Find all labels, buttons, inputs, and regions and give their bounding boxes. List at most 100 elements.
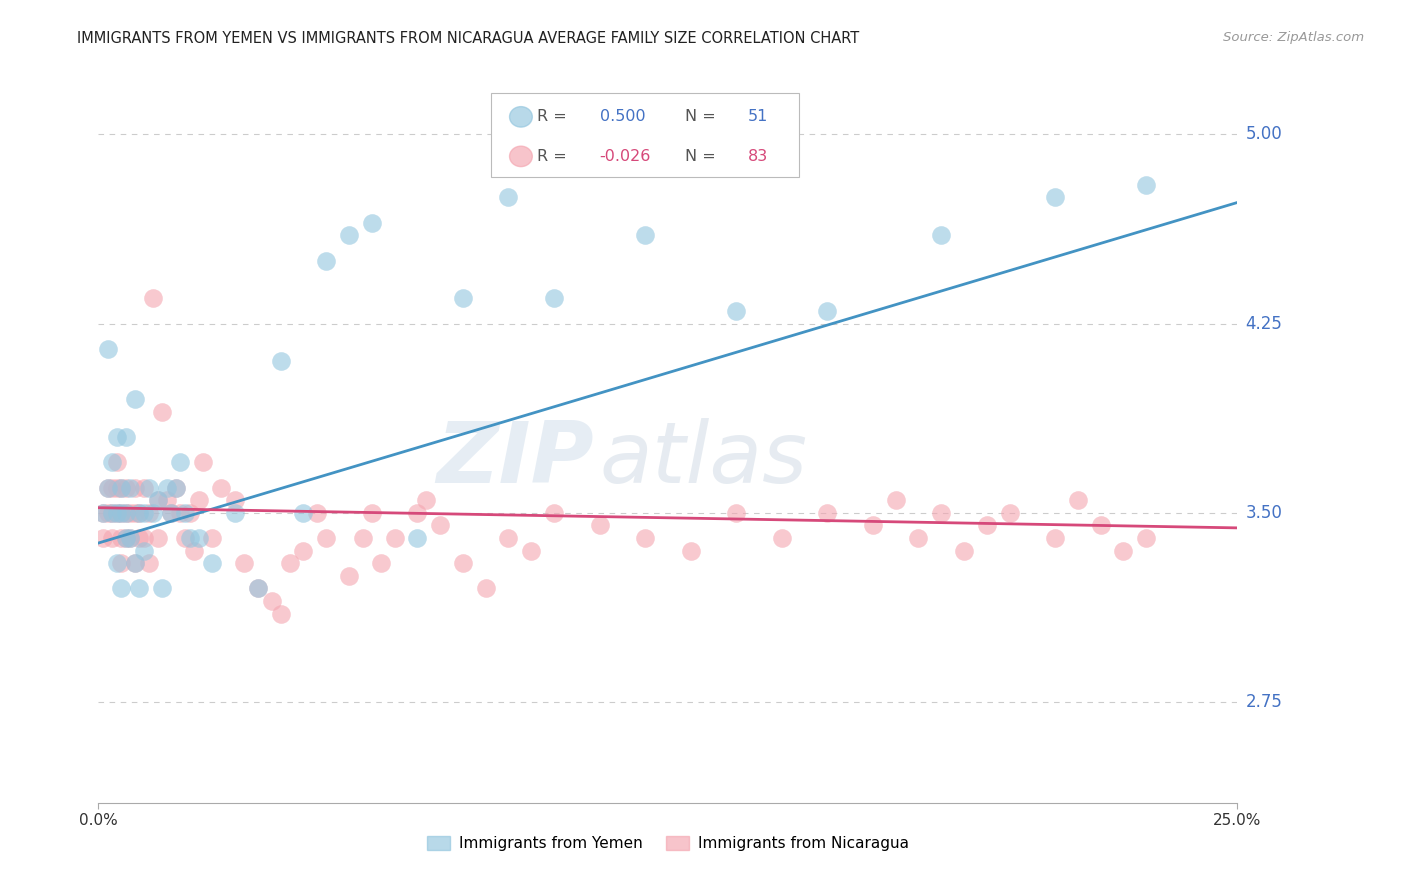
- Point: [124, 506, 146, 520]
- Text: ZIP: ZIP: [436, 417, 593, 500]
- Point: [187, 493, 209, 508]
- Point: [156, 493, 179, 508]
- Point: [110, 481, 132, 495]
- Text: 51: 51: [748, 110, 768, 124]
- Point: [224, 493, 246, 508]
- Point: [352, 531, 374, 545]
- Point: [138, 506, 160, 520]
- Point: [187, 531, 209, 545]
- Point: [150, 582, 173, 596]
- Point: [451, 291, 474, 305]
- Point: [201, 556, 224, 570]
- Point: [146, 531, 169, 545]
- Point: [634, 531, 657, 545]
- Point: [179, 531, 201, 545]
- Point: [183, 543, 205, 558]
- Text: R =: R =: [537, 149, 572, 164]
- Point: [370, 556, 392, 570]
- Point: [128, 506, 150, 520]
- Point: [246, 582, 269, 596]
- Point: [193, 455, 215, 469]
- Text: N =: N =: [685, 110, 721, 124]
- Point: [128, 582, 150, 596]
- Point: [384, 531, 406, 545]
- Point: [337, 569, 360, 583]
- Point: [953, 543, 976, 558]
- Point: [307, 506, 329, 520]
- Point: [142, 506, 165, 520]
- Point: [110, 506, 132, 520]
- Text: N =: N =: [685, 149, 721, 164]
- Point: [91, 506, 114, 520]
- Text: IMMIGRANTS FROM YEMEN VS IMMIGRANTS FROM NICARAGUA AVERAGE FAMILY SIZE CORRELATI: IMMIGRANTS FROM YEMEN VS IMMIGRANTS FROM…: [77, 31, 859, 46]
- Point: [132, 481, 155, 495]
- Point: [998, 506, 1021, 520]
- Point: [929, 506, 952, 520]
- Point: [120, 506, 142, 520]
- Ellipse shape: [509, 107, 533, 127]
- Point: [1090, 518, 1112, 533]
- Point: [360, 216, 382, 230]
- Point: [101, 506, 124, 520]
- Point: [907, 531, 929, 545]
- Point: [114, 531, 136, 545]
- Point: [91, 531, 114, 545]
- Point: [110, 531, 132, 545]
- Point: [725, 506, 748, 520]
- Point: [114, 430, 136, 444]
- Point: [474, 582, 496, 596]
- Point: [142, 291, 165, 305]
- Text: 0.500: 0.500: [599, 110, 645, 124]
- Text: atlas: atlas: [599, 417, 807, 500]
- Point: [725, 304, 748, 318]
- Point: [1135, 178, 1157, 192]
- Point: [96, 506, 118, 520]
- Text: -0.026: -0.026: [599, 149, 651, 164]
- Point: [120, 531, 142, 545]
- Point: [110, 506, 132, 520]
- Point: [138, 556, 160, 570]
- Point: [406, 531, 429, 545]
- Point: [270, 607, 292, 621]
- Point: [96, 481, 118, 495]
- Text: 5.00: 5.00: [1246, 126, 1282, 144]
- Point: [124, 392, 146, 407]
- Point: [1043, 190, 1066, 204]
- Point: [174, 531, 197, 545]
- Point: [498, 531, 520, 545]
- Point: [174, 506, 197, 520]
- Point: [105, 556, 128, 570]
- Point: [209, 481, 232, 495]
- Point: [588, 518, 610, 533]
- Point: [292, 506, 315, 520]
- Point: [105, 506, 128, 520]
- Point: [406, 506, 429, 520]
- Point: [270, 354, 292, 368]
- Point: [246, 582, 269, 596]
- Point: [315, 531, 337, 545]
- Point: [114, 506, 136, 520]
- Point: [360, 506, 382, 520]
- Point: [132, 543, 155, 558]
- Text: Source: ZipAtlas.com: Source: ZipAtlas.com: [1223, 31, 1364, 45]
- Point: [114, 506, 136, 520]
- Point: [415, 493, 437, 508]
- Point: [114, 531, 136, 545]
- Point: [770, 531, 793, 545]
- Point: [114, 481, 136, 495]
- Point: [110, 556, 132, 570]
- Point: [224, 506, 246, 520]
- Point: [101, 481, 124, 495]
- Point: [884, 493, 907, 508]
- Text: 3.50: 3.50: [1246, 504, 1282, 522]
- Point: [976, 518, 998, 533]
- Point: [233, 556, 256, 570]
- Point: [110, 582, 132, 596]
- Point: [124, 556, 146, 570]
- Point: [132, 506, 155, 520]
- Point: [451, 556, 474, 570]
- Point: [91, 506, 114, 520]
- Point: [128, 506, 150, 520]
- Point: [96, 481, 118, 495]
- Point: [543, 506, 565, 520]
